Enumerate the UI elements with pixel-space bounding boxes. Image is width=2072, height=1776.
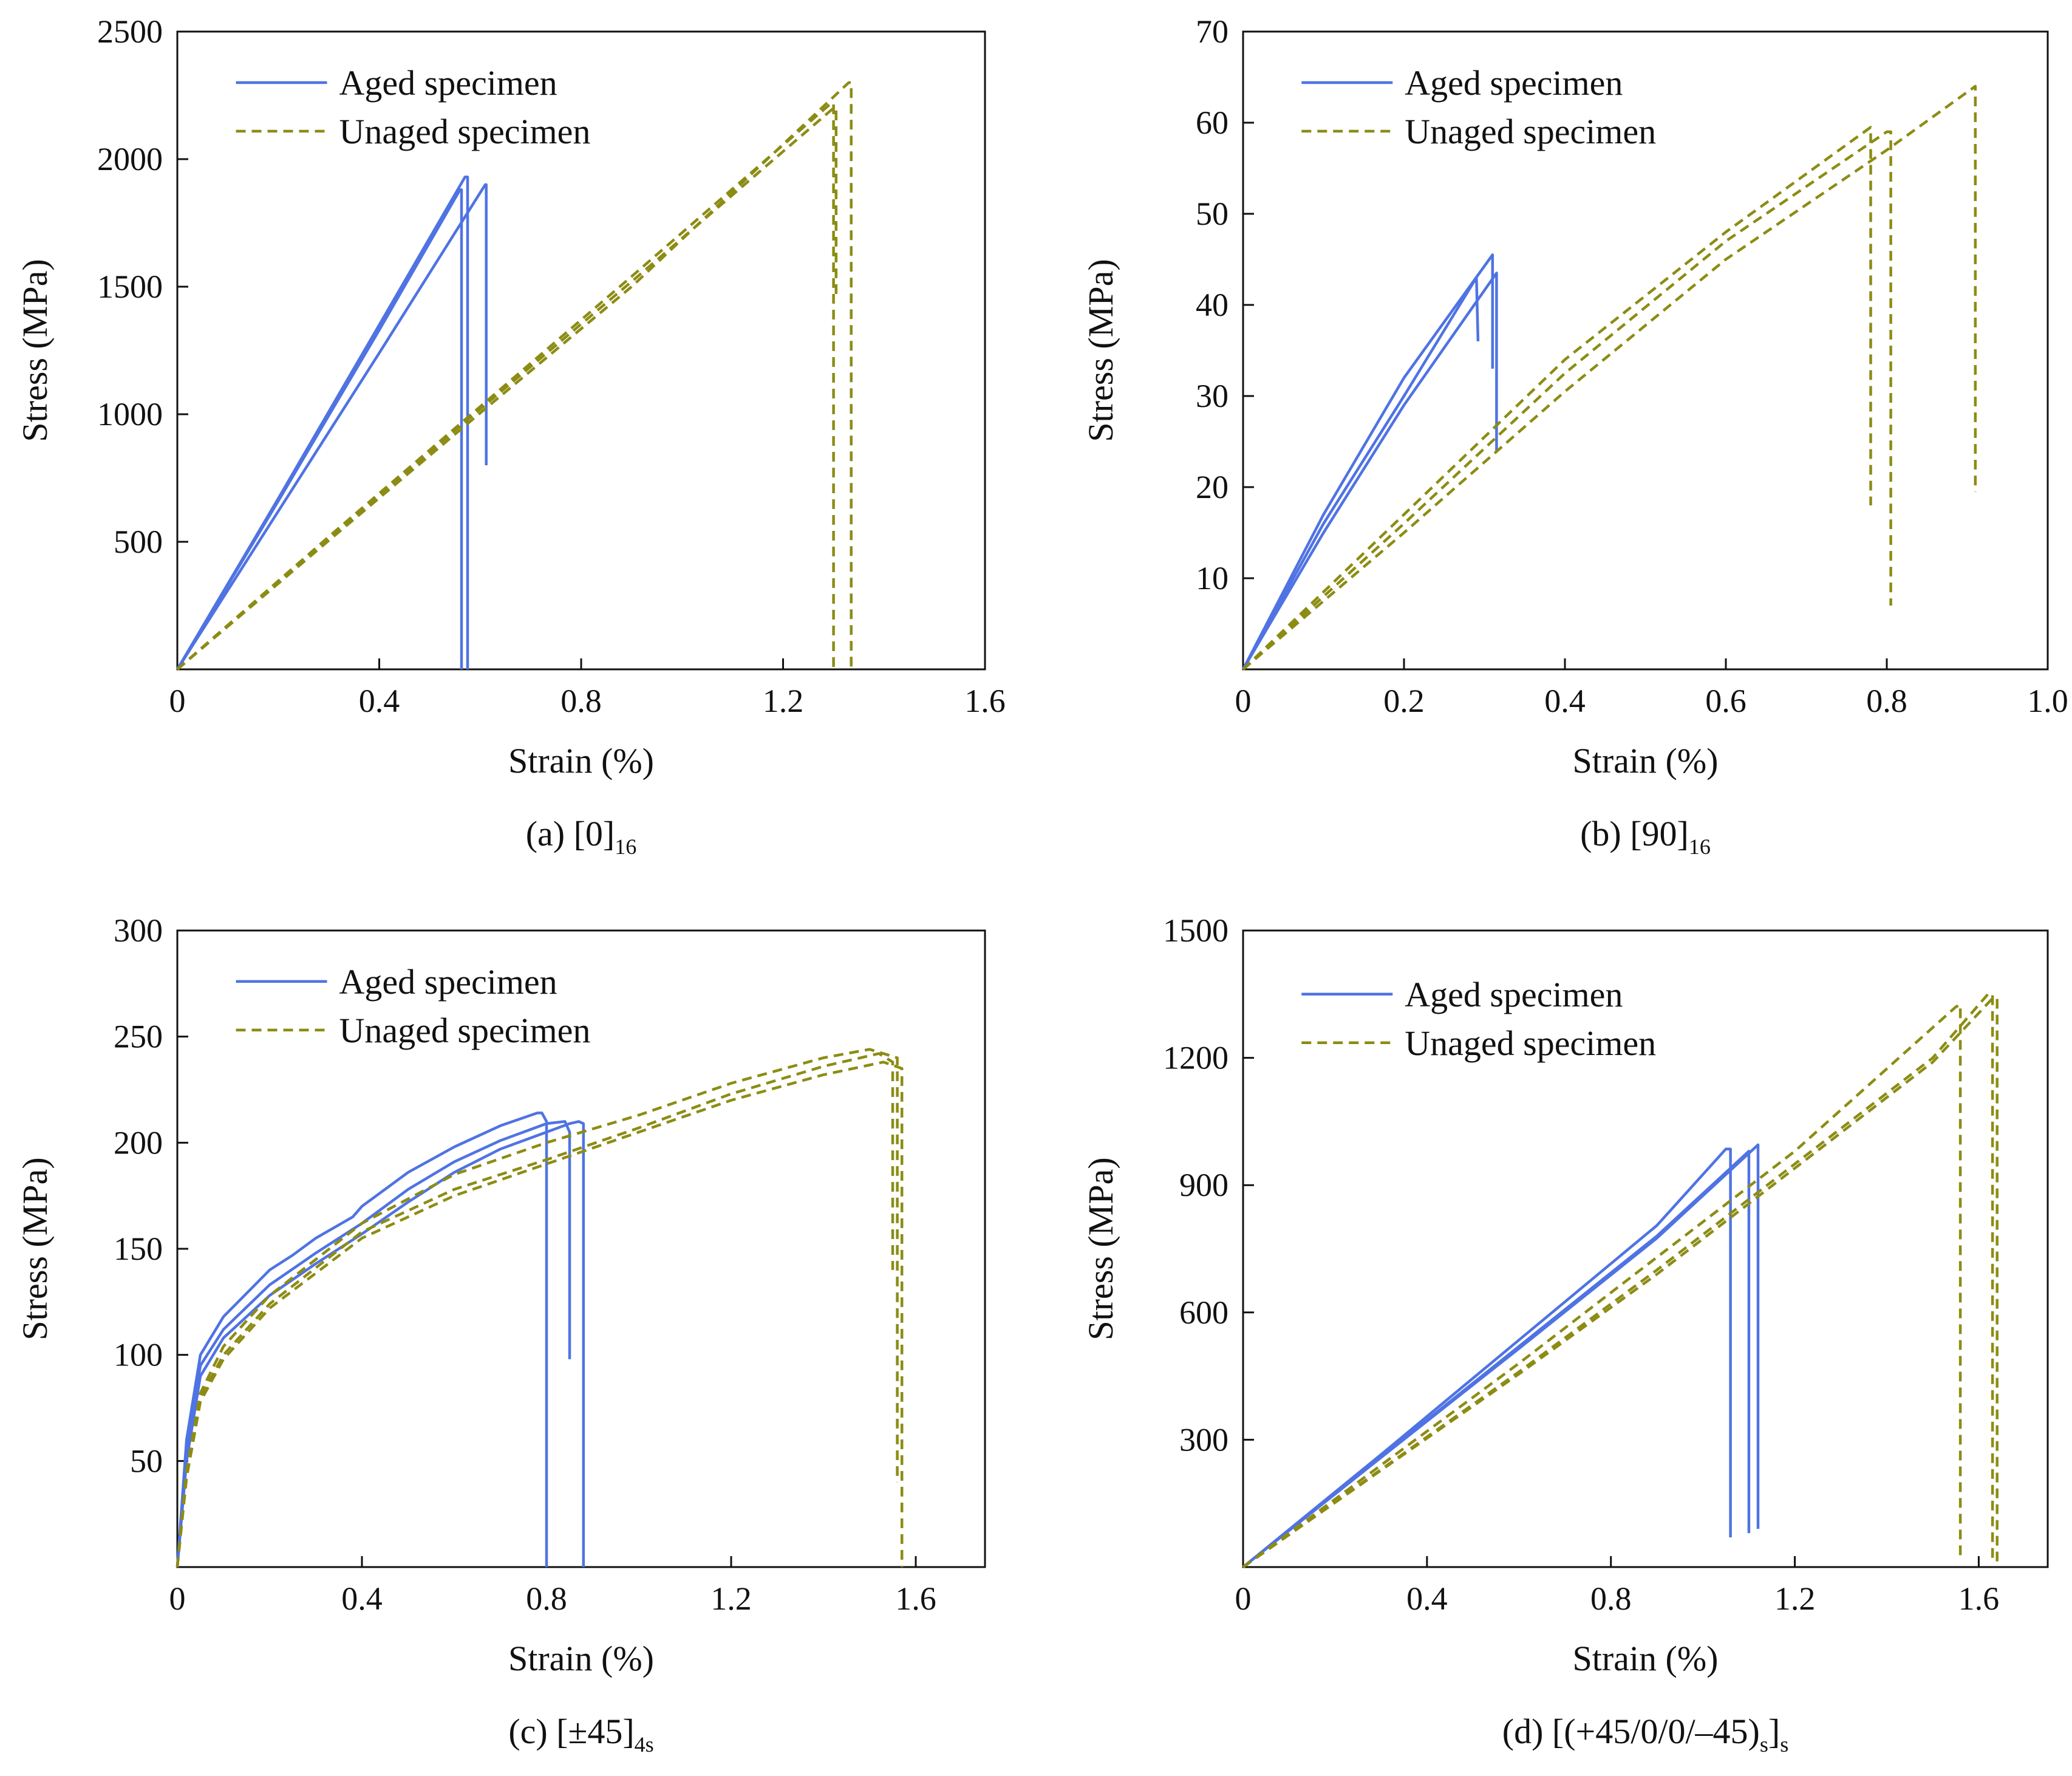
unaged-legend-label: Unaged specimen bbox=[339, 1011, 591, 1050]
y-tick-label: 20 bbox=[1196, 469, 1229, 505]
y-tick-label: 30 bbox=[1196, 378, 1229, 414]
panel-caption: (c) [±45]4s bbox=[508, 1712, 653, 1757]
y-tick-label: 200 bbox=[114, 1124, 163, 1161]
x-tick-label: 0 bbox=[169, 1580, 186, 1617]
unaged-series-line bbox=[1242, 1003, 1962, 1568]
x-axis-title: Strain (%) bbox=[1573, 1639, 1719, 1678]
aged-series-line bbox=[1242, 272, 1498, 671]
x-tick-label: 0.8 bbox=[526, 1580, 567, 1617]
unaged-series-line bbox=[1242, 992, 1994, 1568]
panel-c: 0 0.4 0.8 1.2 1.6 50 100 150 200 250 300 Strain (%)… bbox=[15, 912, 986, 1757]
y-tick-label: 300 bbox=[114, 912, 163, 949]
aged-series-line bbox=[176, 176, 469, 671]
panel-d: 0 0.4 0.8 1.2 1.6 300 600 900 1200 1500 Strain (%)… bbox=[1081, 912, 2049, 1757]
aged-series-line bbox=[1242, 253, 1494, 671]
x-tick-label: 0 bbox=[169, 683, 186, 719]
y-axis-title: Stress (MPa) bbox=[15, 1157, 55, 1340]
x-axis-title: Strain (%) bbox=[508, 741, 654, 780]
x-tick-label: 0.4 bbox=[1406, 1580, 1448, 1617]
y-tick-label: 600 bbox=[1179, 1294, 1229, 1331]
y-tick-label: 1200 bbox=[1163, 1040, 1229, 1076]
x-tick-label: 0.2 bbox=[1383, 683, 1425, 719]
x-tick-label: 1.6 bbox=[964, 683, 1006, 719]
unaged-legend-label: Unaged specimen bbox=[339, 112, 591, 151]
unaged-series-line bbox=[176, 1052, 895, 1568]
plot-frame bbox=[1242, 30, 2049, 671]
x-tick-label: 0.4 bbox=[359, 683, 400, 719]
x-tick-label: 1.2 bbox=[763, 683, 804, 719]
unaged-series-line bbox=[176, 101, 835, 671]
aged-series-line bbox=[176, 1112, 548, 1568]
x-tick-label: 1.2 bbox=[1774, 1580, 1816, 1617]
unaged-series-line bbox=[1242, 126, 1872, 671]
x-tick-label: 0.8 bbox=[561, 683, 602, 719]
y-tick-label: 2500 bbox=[97, 13, 163, 50]
x-tick-label: 1.0 bbox=[2027, 683, 2068, 719]
panel-a: 0 0.4 0.8 1.2 1.6 500 1000 1500 2000 2500 Strain (… bbox=[15, 13, 1006, 859]
y-tick-label: 900 bbox=[1179, 1167, 1229, 1203]
aged-series-line bbox=[1242, 1143, 1760, 1568]
unaged-series-line bbox=[176, 1060, 904, 1568]
y-tick-label: 10 bbox=[1196, 560, 1229, 596]
aged-series-line bbox=[176, 1120, 585, 1568]
y-tick-label: 1500 bbox=[1163, 912, 1229, 949]
x-tick-label: 0.4 bbox=[1544, 683, 1586, 719]
aged-series-line bbox=[1242, 1147, 1732, 1568]
y-tick-label: 60 bbox=[1196, 104, 1229, 141]
unaged-series-line bbox=[176, 81, 853, 671]
x-axis-title: Strain (%) bbox=[1573, 741, 1719, 780]
y-tick-label: 1500 bbox=[97, 268, 163, 305]
aged-legend-label: Aged specimen bbox=[339, 962, 557, 1002]
y-tick-label: 1000 bbox=[97, 396, 163, 432]
panel-b: 0 0.2 0.4 0.6 0.8 1.0 10 20 30 40 50 60 70 Strain (%)… bbox=[1081, 13, 2068, 859]
aged-series-line bbox=[176, 183, 488, 671]
y-tick-label: 70 bbox=[1196, 13, 1229, 50]
x-tick-label: 1.6 bbox=[1958, 1580, 2000, 1617]
y-tick-label: 2000 bbox=[97, 141, 163, 177]
unaged-series-line bbox=[1242, 997, 1999, 1568]
y-axis-title: Stress (MPa) bbox=[1081, 1157, 1120, 1340]
aged-legend-label: Aged specimen bbox=[1405, 63, 1623, 103]
y-axis-title: Stress (MPa) bbox=[15, 259, 55, 442]
aged-legend-label: Aged specimen bbox=[1405, 975, 1623, 1014]
x-tick-label: 1.2 bbox=[711, 1580, 752, 1617]
x-tick-label: 0.8 bbox=[1866, 683, 1907, 719]
y-tick-label: 100 bbox=[114, 1337, 163, 1373]
unaged-series-line bbox=[1242, 84, 1977, 671]
y-tick-label: 50 bbox=[1196, 196, 1229, 232]
panel-caption: (d) [(+45/0/0/–45)s]s bbox=[1502, 1712, 1788, 1757]
x-tick-label: 0 bbox=[1235, 683, 1252, 719]
y-tick-label: 150 bbox=[114, 1231, 163, 1267]
unaged-legend-label: Unaged specimen bbox=[1405, 1023, 1656, 1063]
y-tick-label: 50 bbox=[130, 1443, 163, 1479]
x-tick-label: 0 bbox=[1235, 1580, 1252, 1617]
aged-series-line bbox=[176, 1120, 571, 1568]
panel-caption: (b) [90]16 bbox=[1580, 814, 1711, 859]
y-tick-label: 300 bbox=[1179, 1421, 1229, 1458]
x-tick-label: 0.8 bbox=[1590, 1580, 1632, 1617]
y-tick-label: 500 bbox=[114, 524, 163, 560]
y-tick-label: 250 bbox=[114, 1019, 163, 1055]
plot-frame bbox=[1242, 929, 2049, 1568]
x-tick-label: 1.6 bbox=[895, 1580, 936, 1617]
x-tick-label: 0.4 bbox=[341, 1580, 383, 1617]
x-axis-title: Strain (%) bbox=[508, 1639, 654, 1678]
y-tick-label: 40 bbox=[1196, 287, 1229, 323]
unaged-legend-label: Unaged specimen bbox=[1405, 112, 1656, 151]
x-tick-label: 0.6 bbox=[1705, 683, 1747, 719]
unaged-series-line bbox=[1242, 130, 1892, 671]
y-axis-title: Stress (MPa) bbox=[1081, 259, 1120, 442]
aged-legend-label: Aged specimen bbox=[339, 63, 557, 103]
panel-caption: (a) [0]16 bbox=[526, 814, 637, 859]
